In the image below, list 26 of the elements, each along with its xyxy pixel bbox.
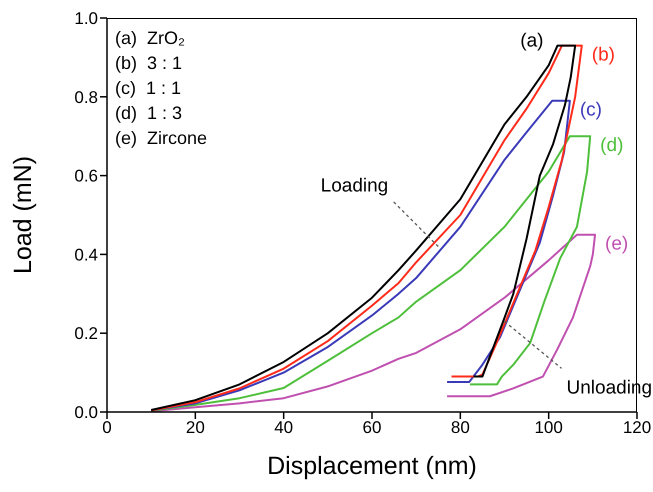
x-tick-label: 60 [362,418,382,438]
series-label: (d) [600,134,624,156]
annotation: (e) Zircone [115,127,208,150]
y-tick-label: 0.6 [74,166,98,186]
y-tick-label: 1.0 [74,9,98,28]
x-tick-label: 0 [102,418,112,438]
x-tick-label: 120 [622,418,652,438]
series-label: (a) [520,30,544,52]
y-tick-label: 0.4 [74,245,98,264]
x-tick-label: 40 [274,418,294,438]
series-label: (c) [580,99,602,120]
annotation: (a) ZrO₂ [115,27,186,50]
x-tick-label: 80 [450,418,470,438]
annotation: (c) 1 : 1 [115,77,182,100]
annotation: Loading [320,176,388,197]
annotation: (b) 3 : 1 [115,52,184,75]
series-label: (e) [605,233,628,254]
y-tick-label: 0.2 [74,324,98,344]
y-axis-title: Load (mN) [8,156,37,274]
y-tick-label: 0.0 [74,403,98,422]
annotation: (d) 1 : 3 [115,102,184,125]
series-label: (b) [592,44,616,66]
x-axis-title: Displacement (nm) [267,452,477,480]
y-tick-label: 0.8 [74,88,98,107]
x-tick-label: 20 [186,418,205,438]
x-tick-label: 100 [534,418,563,438]
